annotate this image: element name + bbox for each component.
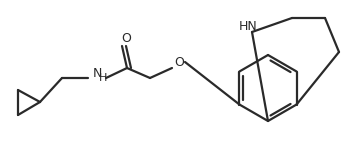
Text: N: N <box>92 66 102 80</box>
Text: H: H <box>99 73 107 83</box>
Text: O: O <box>174 56 184 69</box>
Text: O: O <box>121 31 131 45</box>
Text: HN: HN <box>239 20 257 32</box>
